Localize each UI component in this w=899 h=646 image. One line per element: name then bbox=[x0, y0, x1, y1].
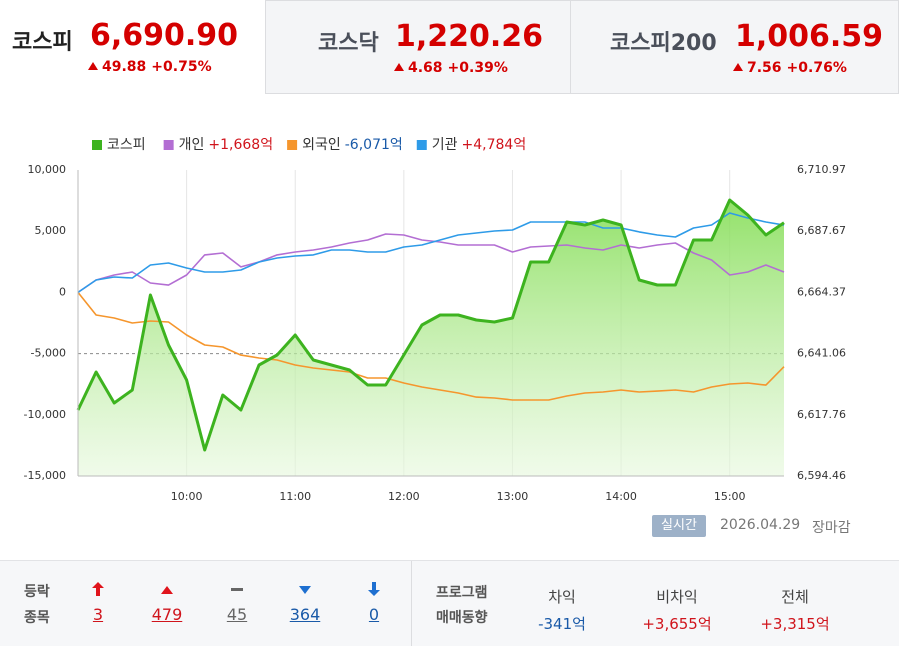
legend-label: 외국인 bbox=[302, 137, 341, 153]
series-line bbox=[77, 212, 785, 294]
x-tick-label: 14:00 bbox=[605, 490, 637, 503]
legend-swatch bbox=[163, 140, 174, 150]
y2-tick-label: 6,687.67 bbox=[797, 224, 846, 237]
legend-summary: -6,071억 bbox=[345, 137, 403, 153]
tab-change: 49.88 +0.75% bbox=[88, 59, 212, 75]
footer: 등락 종목 3 479 45 364 0 프로그램 매매동향 차익 비차익 전체… bbox=[0, 560, 899, 646]
program-value: +3,655억 bbox=[642, 615, 712, 633]
y2-tick-label: 6,594.46 bbox=[797, 469, 846, 482]
change: 4.68 bbox=[408, 60, 443, 76]
y-tick-label: -10,000 bbox=[24, 408, 66, 421]
legend-label: 개인 bbox=[179, 137, 205, 153]
tab-value: 1,220.26 bbox=[395, 19, 544, 54]
limit-up-icon bbox=[92, 582, 104, 596]
x-tick-label: 11:00 bbox=[279, 490, 311, 503]
program-header: 차익 bbox=[548, 588, 576, 606]
tab-name: 코스피200 bbox=[610, 31, 717, 56]
x-tick-label: 15:00 bbox=[714, 490, 746, 503]
legend-label: 기관 bbox=[432, 137, 458, 153]
market-state: 장마감 bbox=[812, 520, 851, 536]
rate: +0.75% bbox=[151, 59, 212, 75]
program-value: +3,315억 bbox=[760, 615, 830, 633]
tab-change: 4.68 +0.39% bbox=[394, 60, 508, 76]
tab-value: 1,006.59 bbox=[735, 19, 884, 54]
y-tick-label: -15,000 bbox=[24, 469, 66, 482]
breadth-label: 등락 bbox=[24, 584, 50, 600]
y2-tick-label: 6,710.97 bbox=[797, 163, 846, 176]
tab-value: 6,690.90 bbox=[90, 18, 239, 53]
tab-name: 코스피 bbox=[12, 30, 73, 55]
chart: 10:00 11:00 12:00 13:00 14:00 15:00 10,000 5,00… bbox=[24, 137, 846, 503]
realtime-badge[interactable]: 실시간 bbox=[652, 515, 706, 537]
divider bbox=[411, 561, 412, 646]
up-icon bbox=[161, 586, 173, 594]
limit-down-count[interactable]: 0 bbox=[368, 605, 380, 624]
program-header: 비차익 bbox=[656, 588, 698, 606]
area-layer bbox=[78, 200, 784, 476]
x-tick-label: 12:00 bbox=[388, 490, 420, 503]
program-label: 매매동향 bbox=[436, 610, 488, 626]
flat-icon bbox=[231, 588, 243, 591]
series-line bbox=[76, 198, 785, 452]
y-tick-label: -5,000 bbox=[31, 347, 66, 360]
legend-summary: +1,668억 bbox=[208, 137, 273, 153]
area bbox=[78, 200, 784, 476]
program-value: -341억 bbox=[538, 615, 586, 633]
rate: +0.76% bbox=[786, 60, 847, 76]
up-count[interactable]: 479 bbox=[151, 605, 183, 624]
program-label: 프로그램 bbox=[436, 585, 488, 601]
flat-count[interactable]: 45 bbox=[226, 605, 248, 624]
tab-kospi200[interactable]: 코스피200 1,006.59 7.56 +0.76% bbox=[570, 0, 899, 94]
down-count[interactable]: 364 bbox=[289, 605, 321, 624]
legend-swatch bbox=[416, 140, 427, 150]
limit-down-icon bbox=[368, 582, 380, 596]
y2-tick-label: 6,617.76 bbox=[797, 408, 846, 421]
x-tick-label: 13:00 bbox=[497, 490, 529, 503]
series-line bbox=[77, 291, 785, 401]
y-tick-label: 10,000 bbox=[28, 163, 67, 176]
y2-tick-label: 6,664.37 bbox=[797, 285, 846, 298]
line-layer bbox=[76, 198, 785, 452]
breadth-label: 종목 bbox=[24, 610, 50, 626]
tab-kosdaq[interactable]: 코스닥 1,220.26 4.68 +0.39% bbox=[265, 0, 571, 94]
change: 7.56 bbox=[747, 60, 782, 76]
limit-up-count[interactable]: 3 bbox=[92, 605, 104, 624]
y2-tick-label: 6,641.06 bbox=[797, 347, 846, 360]
tab-name: 코스닥 bbox=[318, 31, 379, 56]
series-line bbox=[77, 233, 785, 294]
change: 49.88 bbox=[102, 59, 147, 75]
x-tick-label: 10:00 bbox=[171, 490, 203, 503]
y-tick-label: 5,000 bbox=[35, 224, 67, 237]
tab-kospi[interactable]: 코스피 6,690.90 49.88 +0.75% bbox=[0, 0, 265, 94]
legend-swatch bbox=[287, 140, 298, 150]
legend-summary: +4,784억 bbox=[462, 137, 527, 153]
legend-label: 코스피 bbox=[107, 137, 146, 153]
tab-change: 7.56 +0.76% bbox=[733, 60, 847, 76]
program-header: 전체 bbox=[781, 588, 809, 606]
rate: +0.39% bbox=[447, 60, 508, 76]
y-tick-label: 0 bbox=[59, 285, 66, 298]
date: 2026.04.29 bbox=[720, 517, 801, 533]
down-icon bbox=[299, 586, 311, 594]
legend-swatch bbox=[92, 140, 102, 150]
